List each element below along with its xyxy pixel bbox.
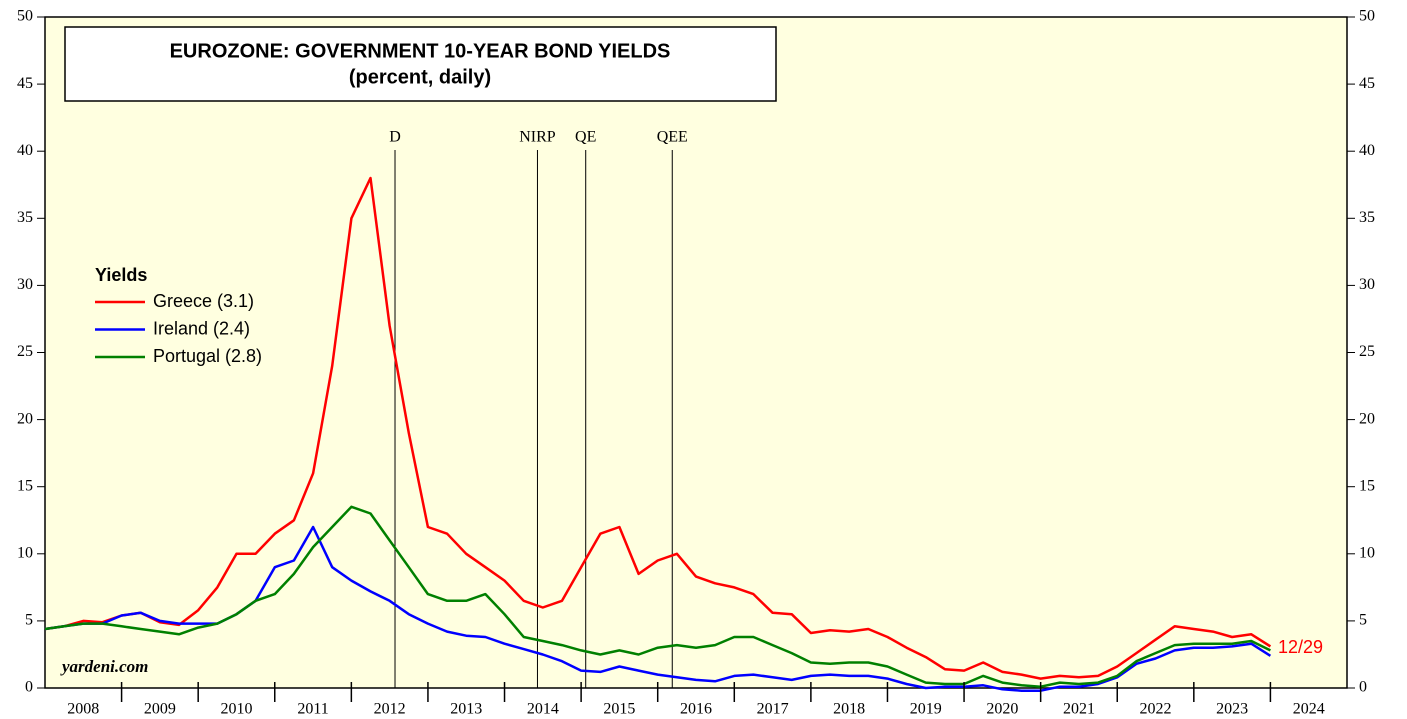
source: yardeni.com [60, 657, 148, 676]
x-tick-label: 2014 [527, 701, 559, 718]
annotation-label: D [389, 129, 401, 146]
annotation-label: QE [575, 129, 596, 146]
legend-label: Ireland (2.4) [153, 318, 250, 338]
y-tick-label: 35 [17, 209, 33, 226]
x-tick-label: 2017 [757, 701, 789, 718]
chart-subtitle: (percent, daily) [349, 66, 491, 88]
series-line [44, 505, 1271, 688]
series-lines [44, 176, 1272, 692]
y2-tick-label: 40 [1359, 142, 1375, 159]
title-box [64, 26, 777, 102]
x-tick-label: 2015 [603, 701, 635, 718]
y-tick-label: 15 [17, 477, 33, 494]
chart-title: EUROZONE: GOVERNMENT 10-YEAR BOND YIELDS [170, 40, 671, 62]
x-tick-label: 2012 [374, 701, 406, 718]
x-tick-label: 2019 [910, 701, 942, 718]
annotation-label: QEE [657, 129, 688, 146]
y-tick-label: 40 [17, 142, 33, 159]
y-tick-label: 30 [17, 276, 33, 293]
y-tick-label: 25 [17, 343, 33, 360]
x-tick-label: 2008 [67, 701, 99, 718]
y2-tick-label: 10 [1359, 544, 1375, 561]
legend-title: Yields [95, 265, 147, 285]
y2-tick-label: 50 [1359, 8, 1375, 25]
y-tick-label: 10 [17, 544, 33, 561]
y2-tick-label: 30 [1359, 276, 1375, 293]
y2-tick-label: 15 [1359, 477, 1375, 494]
legend-label: Portugal (2.8) [153, 346, 262, 366]
y2-tick-label: 5 [1359, 612, 1367, 629]
x-tick-label: 2009 [144, 701, 176, 718]
y2-tick-label: 35 [1359, 209, 1375, 226]
x-tick-label: 2011 [297, 701, 328, 718]
x-tick-label: 2010 [220, 701, 252, 718]
x-tick-label: 2023 [1216, 701, 1248, 718]
y-tick-label: 45 [17, 75, 33, 92]
y2-tick-label: 0 [1359, 679, 1367, 696]
y-tick-label: 0 [25, 679, 33, 696]
y2-tick-label: 45 [1359, 75, 1375, 92]
x-tick-label: 2018 [833, 701, 865, 718]
x-tick-label: 2020 [986, 701, 1018, 718]
annotation-label: NIRP [519, 129, 556, 146]
legend-label: Greece (3.1) [153, 291, 254, 311]
y-tick-label: 50 [17, 8, 33, 25]
x-tick-label: 2022 [1140, 701, 1172, 718]
y-tick-label: 5 [25, 612, 33, 629]
x-tick-label: 2024 [1293, 701, 1325, 718]
date-label: 12/29 [1278, 637, 1323, 657]
x-tick-label: 2013 [450, 701, 482, 718]
x-tick-label: 2021 [1063, 701, 1095, 718]
y-tick-label: 20 [17, 410, 33, 427]
y2-tick-label: 20 [1359, 410, 1375, 427]
x-tick-label: 2016 [680, 701, 712, 718]
series-line [44, 176, 1272, 680]
annotations: D NIRP QE QEE [389, 129, 688, 688]
y2-tick-label: 25 [1359, 343, 1375, 360]
